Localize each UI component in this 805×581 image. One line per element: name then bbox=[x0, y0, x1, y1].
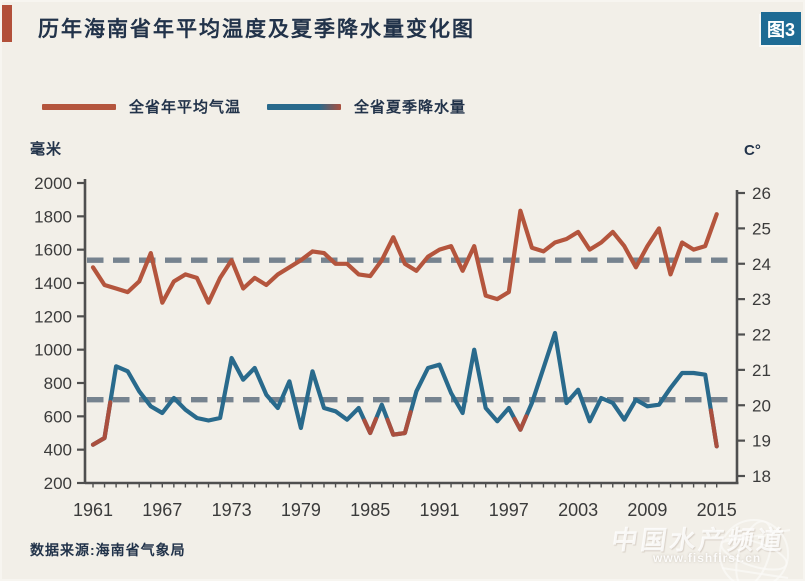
precip-legend-swatch bbox=[267, 103, 342, 110]
chart-legend: 全省年平均气温 全省夏季降水量 bbox=[42, 96, 492, 117]
x-axis-tick-label: 1979 bbox=[281, 500, 321, 520]
precip-line-low-segment bbox=[90, 400, 113, 447]
x-axis-tick-label: 1991 bbox=[419, 500, 459, 520]
left-axis-tick-label: 1200 bbox=[34, 307, 72, 326]
right-axis-tick-label: 23 bbox=[752, 290, 771, 309]
right-axis-tick-label: 24 bbox=[752, 255, 771, 274]
left-axis-tick-label: 1800 bbox=[34, 207, 72, 226]
temp-legend-label: 全省年平均气温 bbox=[129, 99, 242, 116]
left-axis-tick-label: 400 bbox=[44, 441, 72, 460]
left-axis-tick-label: 2000 bbox=[34, 174, 72, 193]
right-axis-tick-label: 18 bbox=[752, 467, 771, 486]
x-axis-tick-label: 2015 bbox=[697, 500, 737, 520]
x-axis-tick-label: 1973 bbox=[212, 500, 252, 520]
temp-line bbox=[90, 208, 719, 305]
right-axis-unit-label: C° bbox=[744, 142, 761, 159]
precip-line-low-segment bbox=[512, 414, 529, 432]
left-axis-tick-label: 1600 bbox=[34, 241, 72, 260]
left-axis-tick-label: 200 bbox=[44, 474, 72, 493]
x-axis-tick-label: 1961 bbox=[73, 500, 113, 520]
data-source: 数据来源:海南省气象局 bbox=[30, 542, 186, 558]
title-accent-bar bbox=[2, 5, 12, 42]
x-axis-tick-label: 1967 bbox=[142, 500, 182, 520]
x-axis-tick-label: 2009 bbox=[627, 500, 667, 520]
x-axis-tick-label: 1985 bbox=[350, 500, 390, 520]
left-axis-tick-label: 1000 bbox=[34, 341, 72, 360]
figure-badge: 图3 bbox=[761, 12, 801, 45]
left-axis-tick-label: 1400 bbox=[34, 274, 72, 293]
right-axis-tick-label: 25 bbox=[752, 219, 771, 238]
right-axis-tick-label: 19 bbox=[752, 432, 771, 451]
left-axis-tick-label: 800 bbox=[44, 374, 72, 393]
right-axis-tick-label: 21 bbox=[752, 361, 771, 380]
temp-legend-swatch bbox=[42, 103, 116, 110]
page-title: 历年海南省年平均温度及夏季降水量变化图 bbox=[38, 18, 475, 41]
precip-line-low-segment bbox=[385, 410, 413, 437]
precip-line-low-segment bbox=[708, 408, 719, 449]
x-axis-tick-label: 1997 bbox=[489, 500, 529, 520]
precip-line-low-segment bbox=[362, 416, 379, 436]
left-axis-unit-label: 毫米 bbox=[30, 141, 63, 158]
right-axis-tick-label: 22 bbox=[752, 326, 771, 345]
x-axis-tick-label: 2003 bbox=[558, 500, 598, 520]
right-axis-tick-label: 20 bbox=[752, 396, 771, 415]
precip-legend-label: 全省夏季降水量 bbox=[354, 99, 467, 116]
left-axis-tick-label: 600 bbox=[44, 407, 72, 426]
right-axis-tick-label: 26 bbox=[752, 184, 771, 203]
